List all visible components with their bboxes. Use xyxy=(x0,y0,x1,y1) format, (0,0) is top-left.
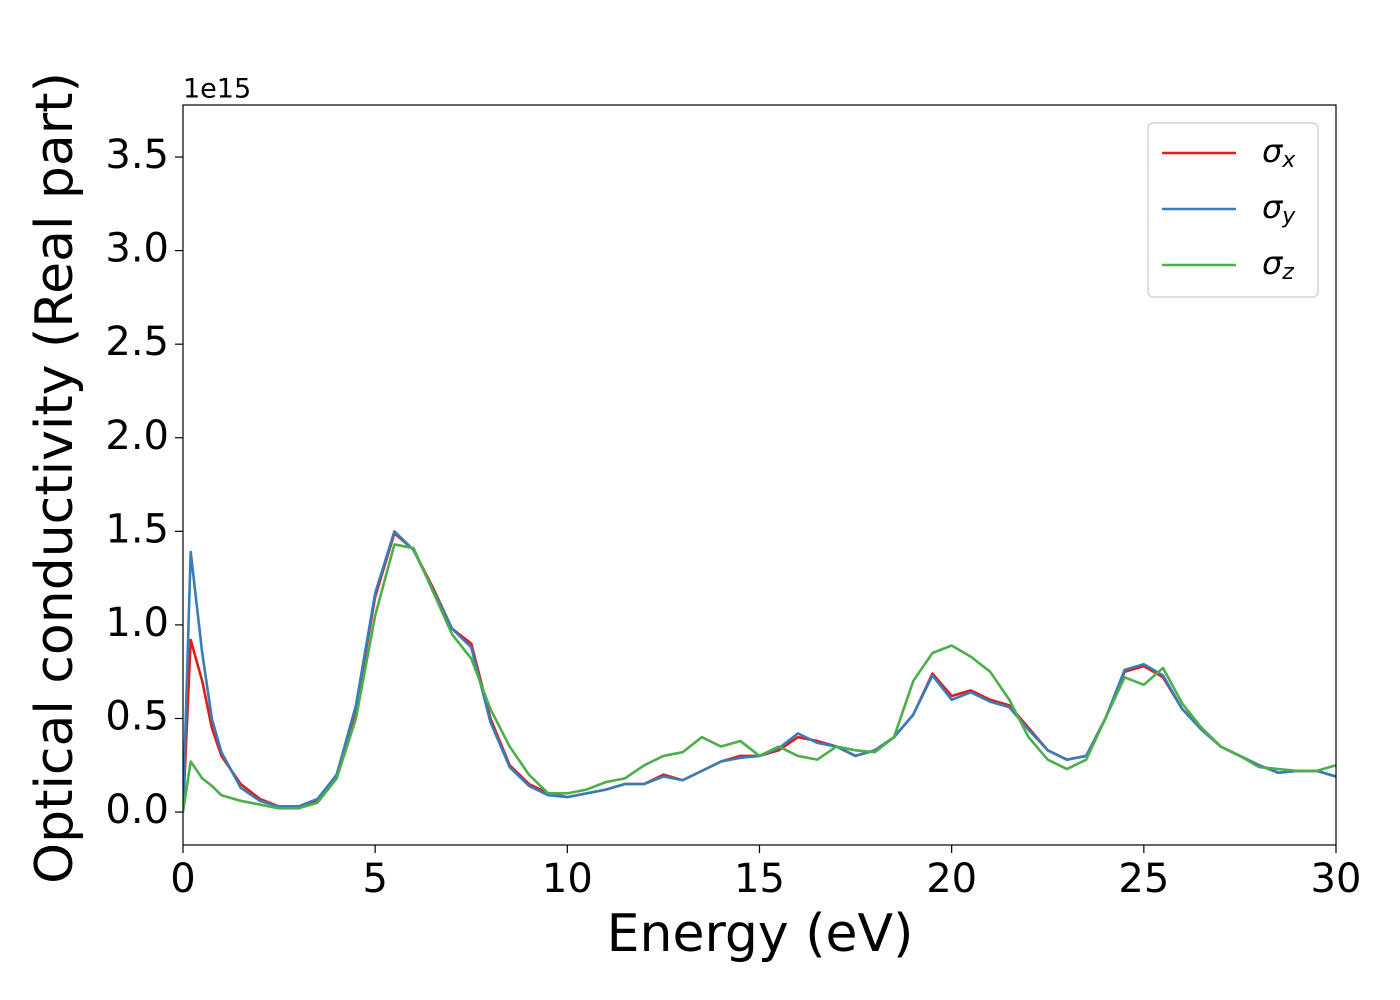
y-tick-label: 2.5 xyxy=(105,319,169,365)
y-tick-label: 1.0 xyxy=(105,600,169,646)
x-tick-label: 5 xyxy=(362,856,387,902)
x-tick-label: 30 xyxy=(1311,856,1362,902)
series-line xyxy=(183,543,1336,813)
x-tick-label: 25 xyxy=(1118,856,1169,902)
x-tick-label: 20 xyxy=(926,856,977,902)
legend-label: σy xyxy=(1262,188,1296,229)
series-line xyxy=(183,530,1336,813)
y-tick-label: 3.0 xyxy=(105,226,169,272)
plot-frame xyxy=(182,104,1337,846)
x-axis-label: Energy (eV) xyxy=(607,904,914,964)
x-tick-label: 10 xyxy=(542,856,593,902)
y-tick-label: 0.0 xyxy=(105,787,169,833)
legend-label: σx xyxy=(1262,132,1296,173)
y-axis-label: Optical conductivity (Real part) xyxy=(25,72,85,884)
y-tick-label: 3.5 xyxy=(105,132,169,178)
y-tick-label: 0.5 xyxy=(105,693,169,739)
y-offset-label: 1e15 xyxy=(183,74,251,105)
y-tick-label: 1.5 xyxy=(105,506,169,552)
y-tick-label: 2.0 xyxy=(105,413,169,459)
legend-label: σz xyxy=(1262,244,1294,285)
x-tick-label: 0 xyxy=(170,856,195,902)
x-tick-label: 15 xyxy=(734,856,785,902)
